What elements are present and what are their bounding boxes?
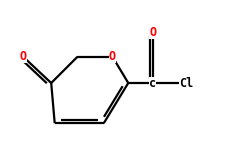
Text: O: O [109,50,116,63]
Text: O: O [149,26,156,39]
Text: c: c [149,76,156,90]
Text: Cl: Cl [179,76,193,90]
Text: O: O [20,50,27,63]
